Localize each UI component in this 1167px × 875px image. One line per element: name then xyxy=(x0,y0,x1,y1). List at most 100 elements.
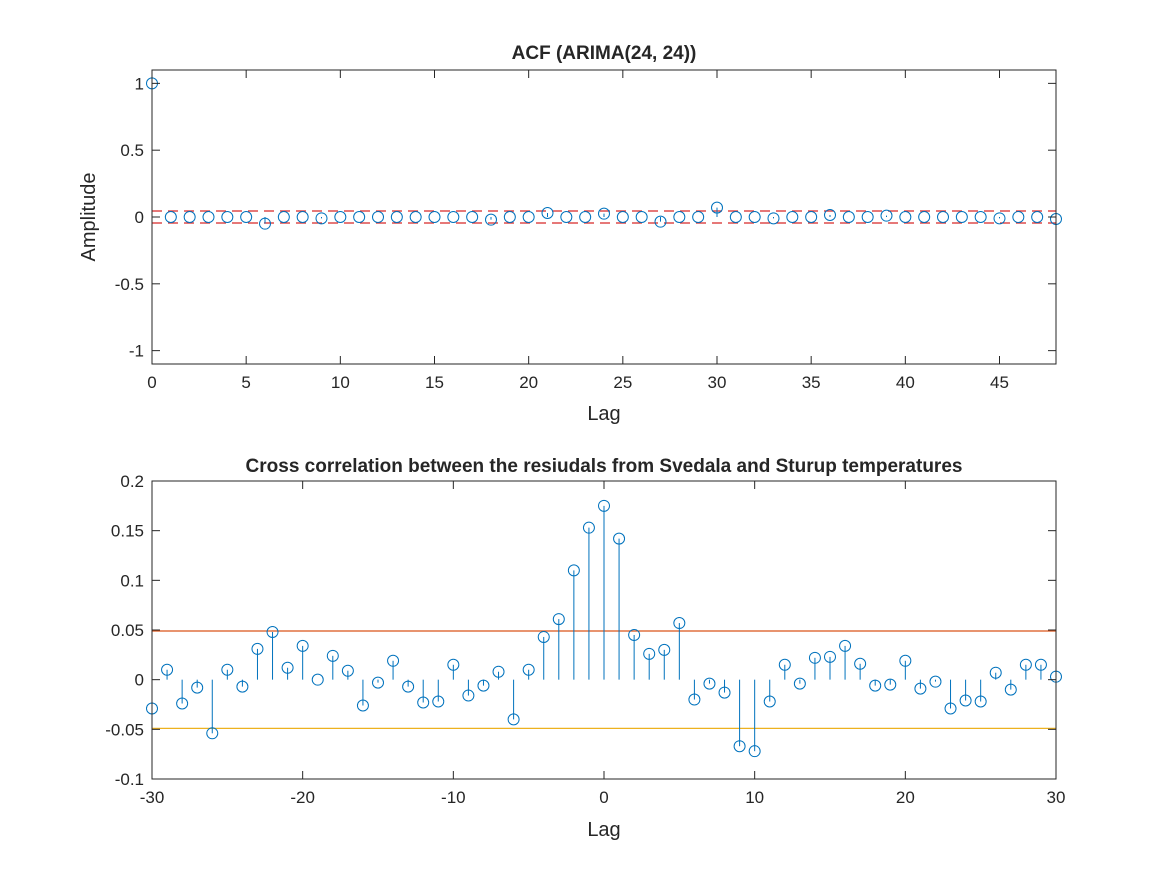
xcorr-marker-lag--21 xyxy=(281,661,294,674)
xcorr-ytick-label: -0.05 xyxy=(105,720,144,739)
acf-ytick-label: 0 xyxy=(135,208,144,227)
xcorr-marker-lag-9 xyxy=(733,740,746,753)
xcorr-ytick-label: 0.2 xyxy=(120,472,144,491)
acf-marker-lag-25 xyxy=(616,211,629,223)
acf-marker-lag-15 xyxy=(428,211,441,223)
xcorr-marker-lag-6 xyxy=(688,693,701,706)
xcorr-marker-lag-15 xyxy=(824,650,836,663)
xcorr-marker-lag-21 xyxy=(914,682,927,695)
xcorr-marker-lag-8 xyxy=(718,686,731,699)
acf-marker-lag-8 xyxy=(296,211,309,223)
acf-marker-lag-35 xyxy=(805,211,818,223)
acf-marker-lag-44 xyxy=(974,211,987,223)
acf-marker-lag-3 xyxy=(202,211,215,223)
xcorr-marker-lag-23 xyxy=(944,702,957,715)
xcorr-marker-lag-12 xyxy=(778,658,791,671)
xcorr-marker-lag--29 xyxy=(161,663,174,676)
acf-marker-lag-11 xyxy=(353,211,366,223)
xcorr-marker-lag--5 xyxy=(522,663,535,676)
acf-marker-lag-19 xyxy=(503,211,516,223)
xcorr-ytick-label: 0 xyxy=(135,671,144,690)
acf-marker-lag-24 xyxy=(598,207,610,220)
xcorr-marker-lag-18 xyxy=(869,679,882,692)
xcorr-marker-lag-24 xyxy=(959,694,972,707)
acf-marker-lag-1 xyxy=(164,211,177,223)
xcorr-marker-lag-26 xyxy=(989,666,1002,679)
acf-marker-lag-39 xyxy=(880,209,893,222)
acf-marker-lag-28 xyxy=(673,211,686,223)
xcorr-marker-lag--14 xyxy=(387,654,400,667)
xcorr-plot: Cross correlation between the resiudals … xyxy=(105,456,1065,841)
acf-ytick-label: -1 xyxy=(129,342,144,361)
acf-marker-lag-38 xyxy=(861,211,874,223)
xcorr-marker-lag--22 xyxy=(266,625,279,638)
xcorr-marker-lag-20 xyxy=(899,654,912,667)
xcorr-marker-lag-17 xyxy=(854,657,867,670)
acf-marker-lag-12 xyxy=(372,211,384,223)
xcorr-marker-lag-13 xyxy=(793,677,806,690)
acf-marker-lag-34 xyxy=(786,211,799,223)
xcorr-marker-lag-0 xyxy=(598,499,610,512)
xcorr-marker-lag--6 xyxy=(507,713,520,726)
acf-marker-lag-16 xyxy=(447,211,460,223)
xcorr-marker-lag--15 xyxy=(372,676,384,689)
xcorr-xtick-label: 30 xyxy=(1047,788,1066,807)
acf-reference-lines xyxy=(152,210,1056,224)
xcorr-marker-lag--12 xyxy=(417,696,430,709)
acf-marker-lag-45 xyxy=(993,212,1006,225)
acf-marker-lag-9 xyxy=(315,212,328,225)
xcorr-marker-lag-22 xyxy=(929,675,942,688)
xcorr-ytick-label: 0.05 xyxy=(111,621,144,640)
acf-y-axis-label: Amplitude xyxy=(78,173,100,262)
acf-xtick-label: 15 xyxy=(425,373,444,392)
xcorr-marker-lag-1 xyxy=(613,532,626,545)
acf-marker-lag-21 xyxy=(541,206,554,219)
acf-marker-lag-41 xyxy=(918,211,931,223)
xcorr-marker-lag-5 xyxy=(673,617,686,630)
acf-ytick-label: -0.5 xyxy=(115,275,144,294)
acf-marker-lag-37 xyxy=(842,211,855,223)
acf-marker-lag-14 xyxy=(409,211,422,223)
acf-x-ticks: 0 5 10 15 20 25 30 35 40 45 xyxy=(147,70,1009,392)
acf-marker-lag-31 xyxy=(729,211,742,223)
xcorr-marker-lag--19 xyxy=(311,673,324,686)
acf-marker-lag-13 xyxy=(390,211,403,223)
acf-marker-lag-30 xyxy=(711,201,723,214)
acf-marker-lag-5 xyxy=(240,211,253,223)
xcorr-y-ticks: -0.1 -0.05 0 0.05 0.1 0.15 0.2 xyxy=(105,472,1056,789)
xcorr-marker-lag--11 xyxy=(432,695,445,708)
xcorr-marker-lag--9 xyxy=(462,689,475,702)
acf-ytick-label: 0.5 xyxy=(120,141,144,160)
xcorr-marker-lag--16 xyxy=(356,699,369,712)
xcorr-x-axis-label: Lag xyxy=(587,819,620,841)
xcorr-marker-lag--27 xyxy=(191,681,204,694)
acf-x-axis-label: Lag xyxy=(587,403,620,425)
xcorr-marker-lag-4 xyxy=(658,643,671,656)
xcorr-marker-lag--23 xyxy=(251,642,264,655)
acf-title: ACF (ARIMA(24, 24)) xyxy=(512,43,697,64)
xcorr-marker-lag--1 xyxy=(582,521,595,534)
acf-xtick-label: 25 xyxy=(613,373,632,392)
xcorr-marker-lag--17 xyxy=(341,664,354,677)
xcorr-x-ticks: -30 -20 -10 0 10 20 30 xyxy=(140,481,1066,807)
acf-xtick-label: 35 xyxy=(802,373,821,392)
xcorr-xtick-label: 20 xyxy=(896,788,915,807)
acf-marker-lag-23 xyxy=(579,211,592,223)
xcorr-marker-lag--7 xyxy=(492,665,505,678)
xcorr-marker-lag-11 xyxy=(763,695,776,708)
acf-marker-lag-40 xyxy=(899,211,912,223)
xcorr-marker-lag-25 xyxy=(974,695,987,708)
acf-marker-lag-47 xyxy=(1031,211,1044,223)
acf-ytick-label: 1 xyxy=(135,74,144,93)
xcorr-marker-lag--20 xyxy=(296,639,309,652)
xcorr-xtick-label: 10 xyxy=(745,788,764,807)
acf-marker-lag-4 xyxy=(221,211,234,223)
acf-xtick-label: 20 xyxy=(519,373,538,392)
acf-xtick-label: 5 xyxy=(241,373,250,392)
xcorr-marker-lag--8 xyxy=(477,679,490,692)
acf-xtick-label: 0 xyxy=(147,373,156,392)
acf-marker-lag-20 xyxy=(522,211,535,223)
xcorr-marker-lag--13 xyxy=(402,680,415,693)
